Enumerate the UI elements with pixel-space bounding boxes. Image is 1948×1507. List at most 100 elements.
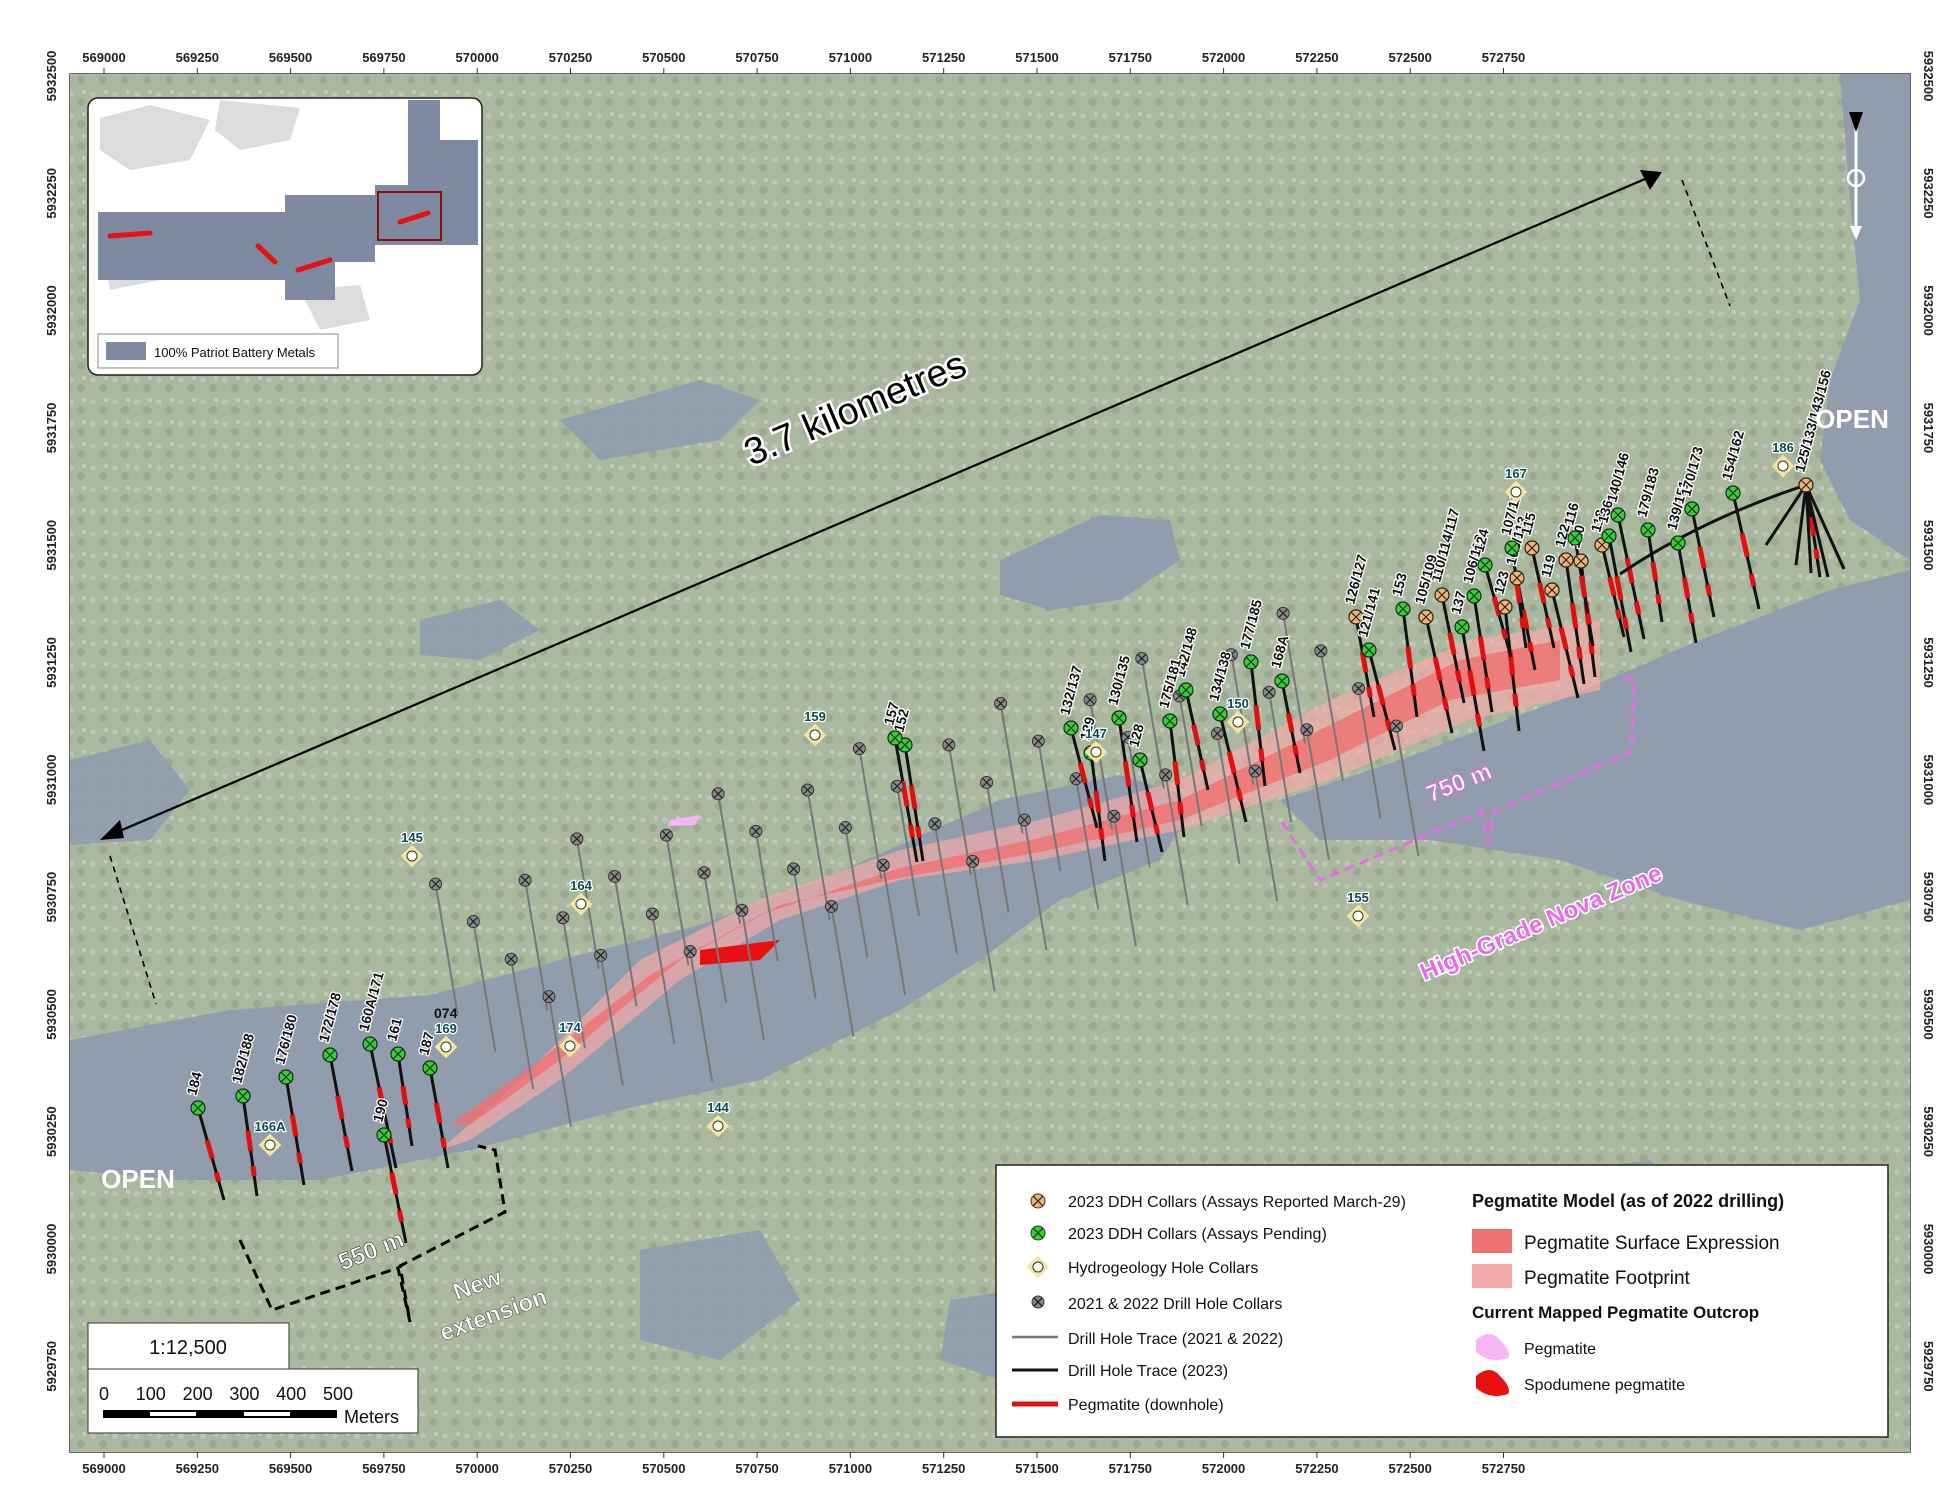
downhole-pegmatite-interval <box>433 1102 443 1124</box>
old-collar-cross-icon <box>1250 766 1260 776</box>
downhole-pegmatite-interval <box>1739 533 1750 558</box>
downhole-pegmatite-interval <box>1704 584 1713 596</box>
pending-collar-cross-icon <box>1214 708 1226 720</box>
drill-trace-2021-2022 <box>717 793 742 924</box>
old-collar-cross-icon <box>520 875 530 885</box>
drill-trace-2021-2022 <box>806 789 831 921</box>
drill-trace-2023 <box>1804 484 1813 574</box>
drill-trace-2023-long <box>1619 483 1807 576</box>
drill-trace-2021-2022 <box>510 958 535 1090</box>
downhole-pegmatite-interval <box>1576 646 1583 660</box>
pending-collar-cross-icon <box>1642 524 1654 536</box>
drill-trace-2021-2022 <box>740 910 765 1041</box>
legend-model-surface-text: Pegmatite Surface Expression <box>1524 1233 1780 1254</box>
drill-traces-2023 <box>196 483 1846 1244</box>
easting-tick-bottom: 571500 <box>1015 1461 1058 1476</box>
downhole-pegmatite-interval <box>1129 804 1136 818</box>
easting-tick-top: 572250 <box>1295 50 1338 65</box>
old-collar-cross-icon <box>826 902 836 911</box>
hydro-collar-label: 166A <box>254 1119 286 1134</box>
pending-collar-cross-icon <box>1506 542 1518 554</box>
reported-collar-cross-icon <box>1526 542 1538 554</box>
downhole-pegmatite-interval <box>1454 670 1463 682</box>
downhole-pegmatite-interval <box>1569 603 1579 629</box>
old-collar-cross-icon <box>1109 811 1119 821</box>
hydro-collar-icon <box>406 850 418 862</box>
scale-tick-label: 500 <box>323 1384 353 1404</box>
lake-east <box>1280 570 1910 930</box>
drill-trace-2021-2022 <box>1112 816 1137 947</box>
pending-collar-cross-icon <box>324 1049 336 1061</box>
easting-tick-bottom: 570750 <box>735 1461 778 1476</box>
drill-trace-2021-2022 <box>999 703 1024 834</box>
pending-collar-cross-icon <box>1603 530 1615 542</box>
pending-collar-cross-icon <box>1456 621 1468 633</box>
legend-outcrop-title: Current Mapped Pegmatite Outcrop <box>1472 1303 1759 1322</box>
drill-trace-2021-2022 <box>1164 774 1189 906</box>
pending-collar-cross-icon <box>1612 509 1624 521</box>
northing-tick-right: 5930250 <box>1921 1106 1936 1157</box>
drill-traces-2021-2022 <box>434 613 1420 1127</box>
downhole-pegmatite-interval <box>1384 719 1393 731</box>
old-collar-cross-icon <box>1137 654 1147 663</box>
downhole-pegmatite-interval <box>1544 617 1553 629</box>
drill-trace-2021-2022 <box>1254 770 1279 902</box>
downhole-pegmatite-interval <box>296 1152 303 1164</box>
old-collar-cross-icon <box>572 834 582 844</box>
drill-trace-2021-2022 <box>1089 699 1114 830</box>
downhole-pegmatite-interval <box>1152 823 1161 835</box>
easting-tick-bottom: 569500 <box>269 1461 312 1476</box>
downhole-pegmatite-interval <box>1410 684 1417 696</box>
northing-tick-right: 5932250 <box>1921 168 1936 219</box>
easting-tick-bottom: 569000 <box>82 1461 125 1476</box>
inset-legend-text: 100% Patriot Battery Metals <box>154 345 316 360</box>
pending-collar-cross-icon <box>1363 644 1375 656</box>
downhole-pegmatite-interval <box>204 1139 215 1160</box>
legend-hydro-icon <box>1032 1261 1044 1273</box>
downhole-pegmatite-interval <box>335 1095 345 1120</box>
pending-collar-cross-icon <box>364 1038 376 1050</box>
hydro-collar-label: 147 <box>1085 726 1107 741</box>
drill-trace-2021-2022 <box>703 872 728 1003</box>
pending-collar-cross-icon <box>1180 684 1192 696</box>
reported-collar-cross-icon <box>1546 584 1558 596</box>
old-collar-cross-icon <box>996 699 1006 708</box>
east-limit-dash <box>1681 179 1731 307</box>
old-collar-cross-icon <box>544 992 554 1002</box>
northing-tick-right: 5932000 <box>1921 285 1936 336</box>
drill-trace-2021-2022 <box>1395 725 1420 857</box>
pending-collar-cross-icon <box>280 1071 292 1083</box>
downhole-pegmatite-interval <box>1441 697 1450 711</box>
spodumene-outcrop <box>700 940 780 965</box>
legend-outcrop-spod-swatch <box>1476 1370 1509 1396</box>
scale-ticks: 0 100 200 300 400 500 <box>99 1384 353 1404</box>
scale-tick-label: 400 <box>276 1384 306 1404</box>
legend-pending-text: 2023 DDH Collars (Assays Pending) <box>1068 1226 1327 1243</box>
hydro-collar-label: 174 <box>559 1020 581 1035</box>
old-collar-cross-icon <box>661 830 671 840</box>
northing-tick-right: 5931250 <box>1921 637 1936 688</box>
reported-collar-cross-icon <box>1499 601 1511 613</box>
legend-model-title: Pegmatite Model (as of 2022 drilling) <box>1472 1191 1784 1211</box>
old-collar-cross-icon <box>1212 729 1222 738</box>
easting-tick-top: 570500 <box>642 50 685 65</box>
pending-collar-cross-icon <box>1468 590 1480 602</box>
hydro-collar-label: 145 <box>401 830 423 845</box>
downhole-pegmatite-interval <box>1366 686 1373 698</box>
easting-tick-bottom: 570000 <box>456 1461 499 1476</box>
northing-tick-left: 5930250 <box>44 1106 59 1157</box>
drill-trace-2021-2022 <box>882 864 907 996</box>
downhole-pegmatite-interval <box>1491 596 1502 617</box>
drill-trace-2021-2022 <box>1357 688 1382 819</box>
easting-tick-bottom: 571000 <box>829 1461 872 1476</box>
drill-trace-2021-2022 <box>896 786 921 917</box>
drill-trace-2021-2022 <box>613 876 638 1007</box>
hydro-collar-label: 164 <box>570 878 592 893</box>
old-collar-cross-icon <box>1123 732 1133 742</box>
legend-trace-2023-text: Drill Hole Trace (2023) <box>1068 1363 1228 1380</box>
hydro-collar-icon <box>264 1139 276 1151</box>
hydro-collar-icon <box>575 898 587 910</box>
downhole-pegmatite-interval <box>1077 762 1088 784</box>
downhole-pegmatite-interval <box>1122 761 1132 787</box>
